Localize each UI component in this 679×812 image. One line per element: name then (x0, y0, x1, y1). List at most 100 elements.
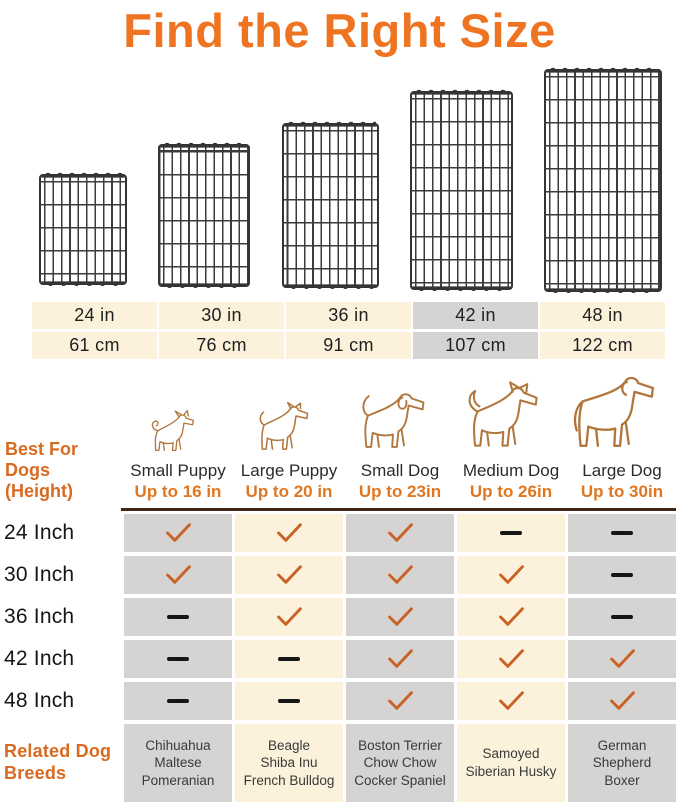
wire-panel-24in-icon (39, 169, 127, 288)
matrix-cell-check (346, 640, 454, 678)
check-icon (387, 649, 413, 668)
page-title: Find the Right Size (123, 4, 556, 57)
matrix-cell-check (124, 556, 232, 594)
large-dog-icon (573, 376, 654, 447)
wire-panel-36in-icon (281, 118, 379, 291)
breed-cell: Samoyed Siberian Husky (457, 724, 565, 802)
matrix-cell-check (457, 556, 565, 594)
dash-icon (278, 657, 300, 661)
breed-name: Cocker Spaniel (354, 772, 446, 788)
matrix-cell-check (235, 514, 343, 552)
breed-name: Pomeranian (141, 772, 215, 788)
matrix-cell-check (568, 640, 676, 678)
dog-name: Large Puppy (240, 461, 338, 480)
matrix-cell-dash (235, 640, 343, 678)
size-cell-inches: 36 in (286, 302, 411, 329)
matrix-cell-check (235, 598, 343, 636)
small-dog-icon (362, 393, 425, 448)
row-label-42-inch: 42 Inch (4, 647, 75, 670)
matrix-cell-check (346, 556, 454, 594)
size-cell-inches: 24 in (32, 302, 157, 329)
check-icon (387, 523, 413, 542)
dog-column-medium-dog: Medium Dog Up to 26in (457, 365, 565, 502)
dash-icon (167, 699, 189, 703)
breed-cell: Beagle Shiba Inu French Bulldog (235, 724, 343, 802)
breed-name: Beagle (267, 737, 311, 753)
matrix-cell-check (568, 682, 676, 720)
dog-column-large-dog: Large Dog Up to 30in (568, 365, 676, 502)
breed-name: Siberian Husky (465, 764, 557, 779)
dog-max-height: Up to 30in (580, 482, 664, 501)
matrix-cell-check (235, 556, 343, 594)
dog-column-small-dog: Small Dog Up to 23in (346, 365, 454, 502)
dash-icon (167, 657, 189, 661)
matrix-cell-dash (568, 514, 676, 552)
matrix-cell-check (457, 682, 565, 720)
breed-cell: Boston Terrier Chow Chow Cocker Spaniel (346, 724, 454, 802)
matrix-cell-dash (457, 514, 565, 552)
dog-column-small-puppy: Small Puppy Up to 16 in (124, 365, 232, 502)
check-icon (387, 565, 413, 584)
matrix-cell-check (124, 514, 232, 552)
check-icon (165, 565, 191, 584)
dog-max-height: Up to 23in (358, 482, 442, 501)
check-icon (165, 523, 191, 542)
panel-row (0, 60, 679, 295)
check-icon (387, 607, 413, 626)
dog-max-height: Up to 20 in (245, 482, 333, 501)
dash-icon (611, 573, 633, 577)
size-cell-cm: 122 cm (540, 332, 665, 359)
matrix-top-border (121, 508, 676, 511)
medium-dog-icon (468, 381, 538, 447)
breed-name: Chihuahua (145, 737, 211, 753)
dash-icon (278, 699, 300, 703)
size-cell-cm-highlighted: 107 cm (413, 332, 538, 359)
row-label-30-inch: 30 Inch (4, 563, 75, 586)
dash-icon (611, 531, 633, 535)
check-icon (276, 565, 302, 584)
breed-name: Shepherd (592, 755, 652, 771)
size-cell-inches-highlighted: 42 in (413, 302, 538, 329)
matrix-cell-check (346, 514, 454, 552)
large-puppy-icon (259, 401, 309, 450)
breed-name: Maltese (154, 755, 202, 771)
size-table: 24 in 30 in 36 in 42 in 48 in 61 cm 76 c… (32, 302, 665, 359)
matrix-cell-dash (124, 598, 232, 636)
dog-max-height: Up to 16 in (134, 482, 222, 501)
row-label-24-inch: 24 Inch (4, 521, 75, 544)
check-icon (498, 691, 524, 710)
check-icon (276, 607, 302, 626)
breed-cell: German Shepherd Boxer (568, 724, 676, 802)
breed-name: Boxer (604, 772, 640, 788)
dash-icon (167, 615, 189, 619)
matrix-cell-dash (124, 640, 232, 678)
matrix-cell-dash (568, 598, 676, 636)
matrix-cell-dash (568, 556, 676, 594)
matrix-cell-check (346, 682, 454, 720)
check-icon (387, 691, 413, 710)
wire-panel-48in-icon (544, 64, 662, 295)
check-icon (609, 649, 635, 668)
check-icon (498, 649, 524, 668)
size-cell-cm: 76 cm (159, 332, 284, 359)
size-cell-inches: 48 in (540, 302, 665, 329)
size-cell-cm: 91 cm (286, 332, 411, 359)
size-cell-inches: 30 in (159, 302, 284, 329)
matrix-cell-dash (124, 682, 232, 720)
wire-panel-30in-icon (158, 139, 251, 290)
wire-panel-42in-icon (409, 86, 513, 293)
small-puppy-icon (151, 409, 194, 452)
row-label-48-inch: 48 Inch (4, 689, 75, 712)
breed-name: Samoyed (482, 746, 540, 762)
related-breeds-label: Related Dog Breeds (4, 741, 112, 783)
breed-name: French Bulldog (243, 772, 335, 788)
row-label-36-inch: 36 Inch (4, 605, 75, 628)
dog-column-large-puppy: Large Puppy Up to 20 in (235, 365, 343, 502)
breed-name: Chow Chow (363, 755, 437, 771)
check-icon (498, 607, 524, 626)
dog-name: Small Puppy (130, 461, 226, 480)
dog-name: Large Dog (582, 461, 662, 480)
breed-cell: Chihuahua Maltese Pomeranian (124, 724, 232, 802)
dash-icon (500, 531, 522, 535)
